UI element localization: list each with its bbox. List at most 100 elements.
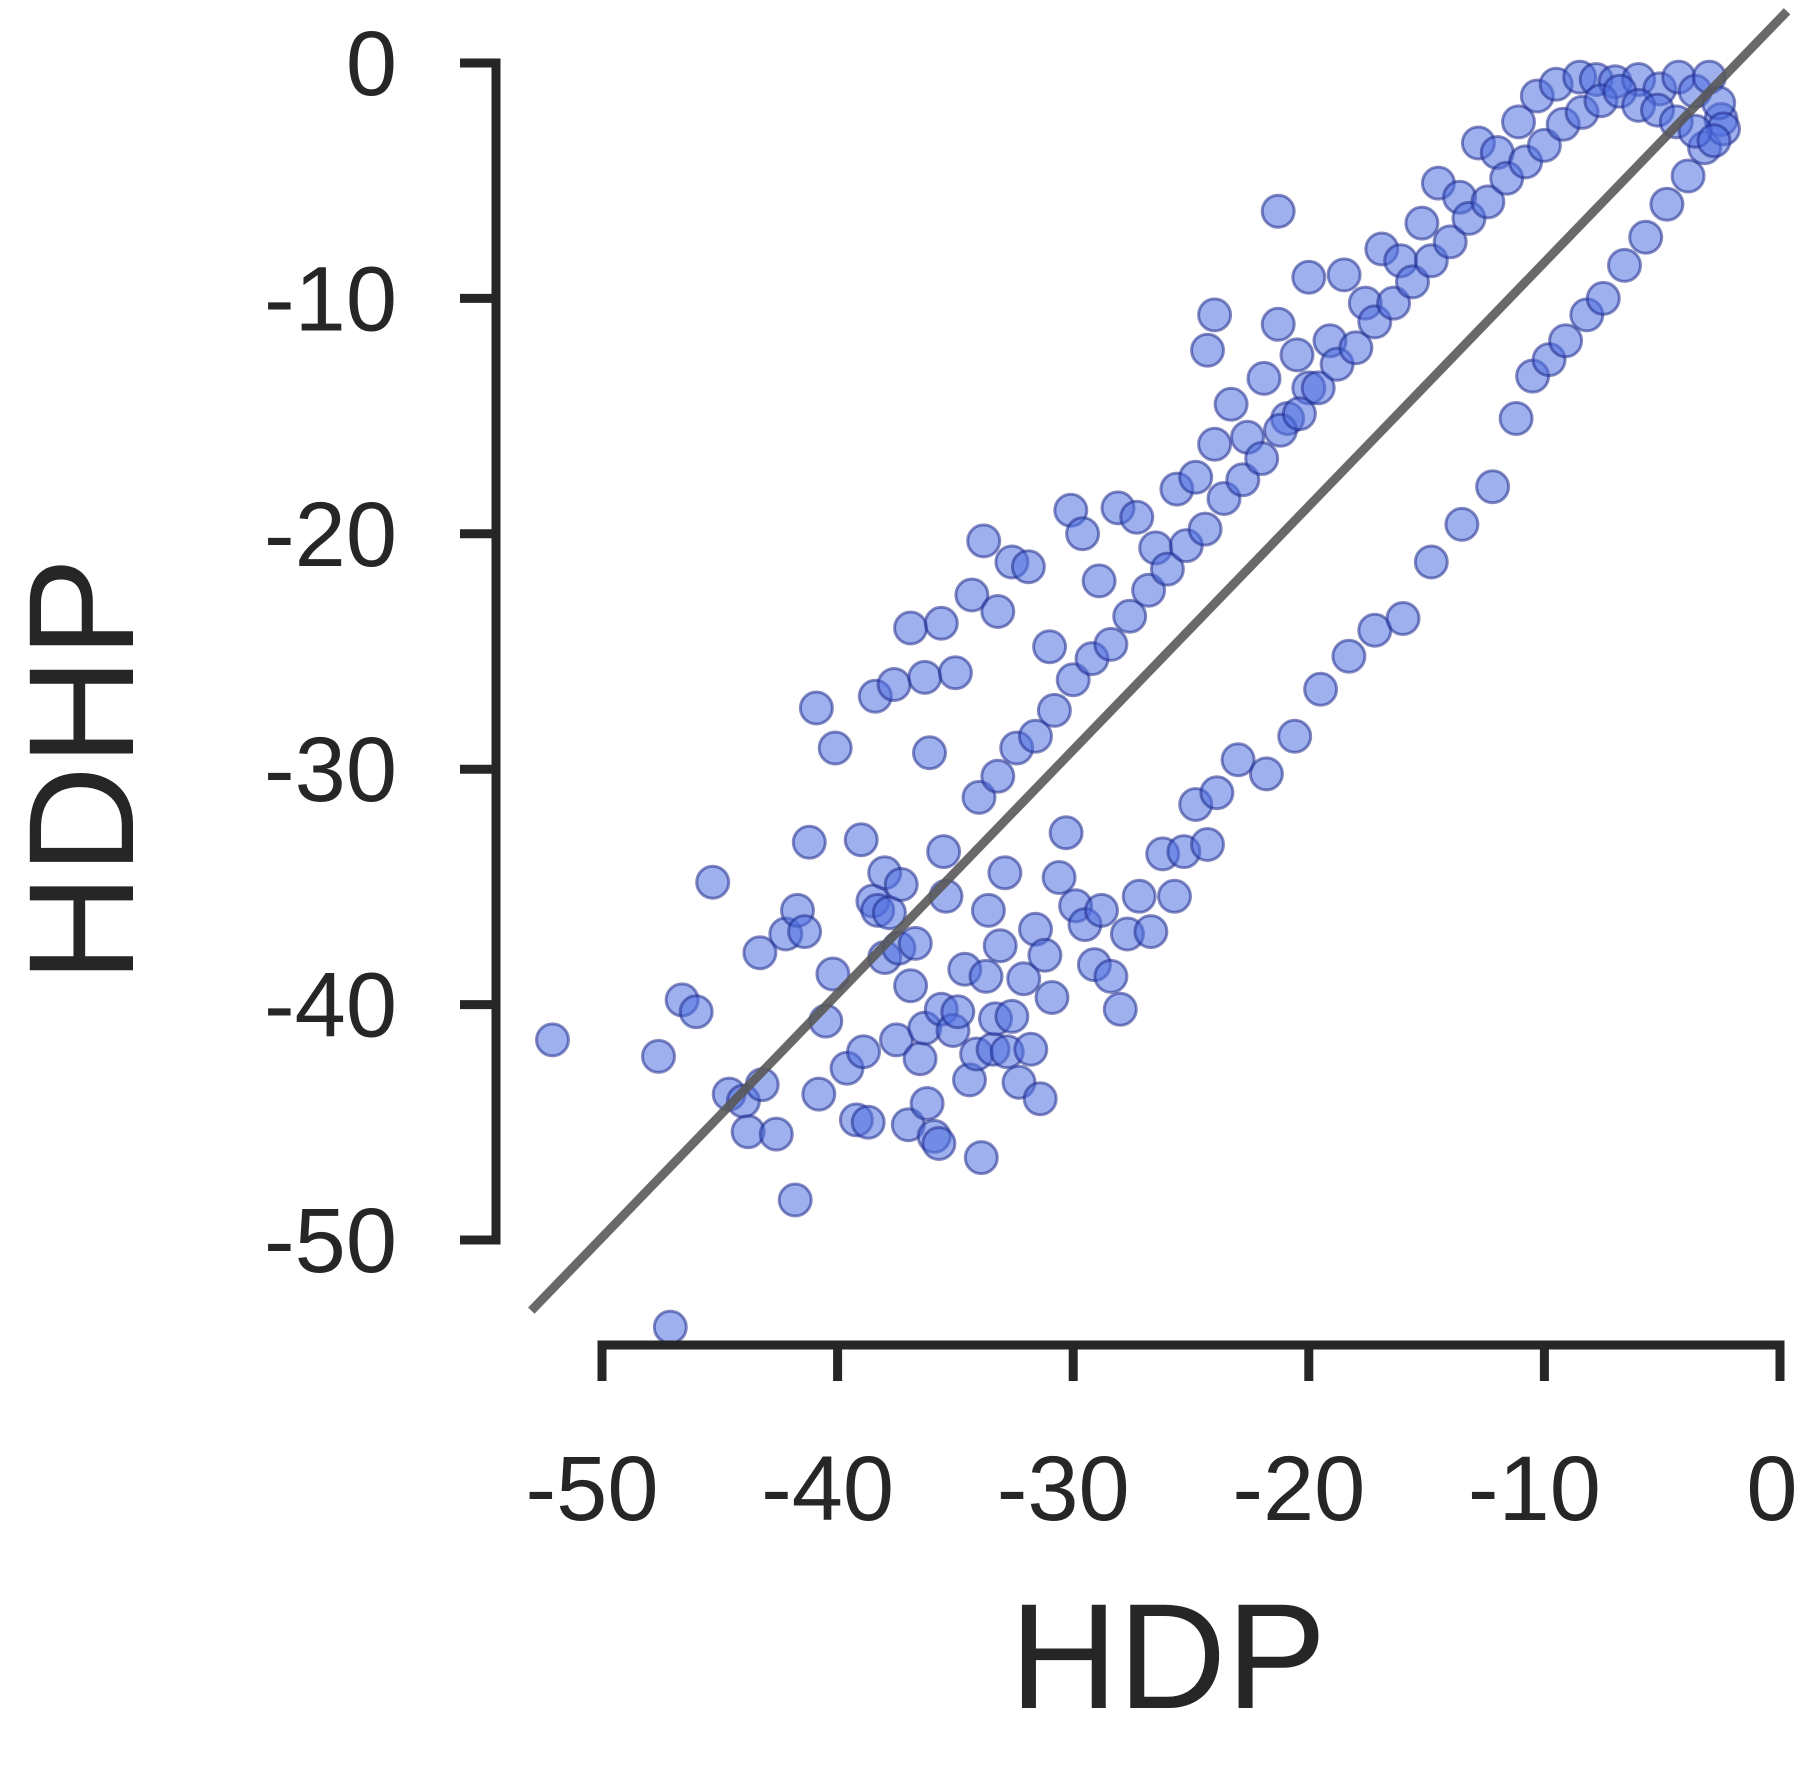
- y-tick-label: -20: [264, 484, 397, 586]
- y-tick-label: 0: [346, 13, 397, 115]
- scatter-point: [893, 610, 929, 646]
- scatter-point: [968, 958, 1004, 994]
- scatter-points: [535, 59, 1741, 1345]
- scatter-point: [1628, 219, 1664, 255]
- scatter-point: [893, 968, 929, 1004]
- x-axis-ticks: -50 -40 -30 -20 -10 0: [526, 1345, 1798, 1540]
- scatter-point: [843, 822, 879, 858]
- scatter-point: [1178, 459, 1214, 495]
- scatter-point: [940, 994, 976, 1030]
- scatter-point: [787, 914, 823, 950]
- scatter-point: [1331, 638, 1367, 674]
- scatter-point: [1013, 1031, 1049, 1067]
- scatter-point: [1585, 280, 1621, 316]
- scatter-point: [1093, 626, 1129, 662]
- x-tick-label: -20: [1232, 1438, 1365, 1540]
- scatter-point: [923, 605, 959, 641]
- scatter-point: [926, 834, 962, 870]
- scatter-point: [758, 1116, 794, 1152]
- y-tick-label: -10: [264, 248, 397, 350]
- x-tick-label: -10: [1468, 1438, 1601, 1540]
- scatter-point: [970, 892, 1006, 928]
- scatter-point: [1022, 1081, 1058, 1117]
- scatter-point: [982, 928, 1018, 964]
- scatter-point: [1018, 718, 1053, 754]
- x-axis: -50 -40 -30 -20 -10 0: [526, 1340, 1798, 1540]
- scatter-point: [912, 735, 947, 771]
- scatter-point: [535, 1022, 570, 1058]
- scatter-point: [846, 1034, 881, 1070]
- scatter-point: [1470, 184, 1506, 220]
- scatter-point: [1303, 671, 1339, 707]
- scatter-point: [1248, 756, 1284, 792]
- scatter-point: [1121, 878, 1157, 914]
- scatter-point: [1649, 186, 1685, 222]
- scatter-point: [817, 730, 853, 766]
- scatter-point: [1260, 306, 1296, 342]
- scatter-point: [1444, 506, 1480, 542]
- scatter-point: [1213, 386, 1249, 422]
- scatter-point: [1246, 360, 1282, 396]
- scatter-point: [954, 577, 990, 613]
- scatter-point: [1244, 441, 1280, 476]
- scatter-point: [1385, 601, 1421, 636]
- scatter-point: [1190, 827, 1225, 862]
- scatter-point: [1548, 323, 1584, 359]
- scatter-point: [1475, 469, 1511, 505]
- scatter-point: [883, 867, 919, 902]
- scatter-point: [1065, 516, 1101, 552]
- scatter-point: [980, 594, 1016, 629]
- scatter-point: [1010, 549, 1046, 585]
- scatter-point: [1149, 551, 1185, 587]
- x-tick-label: 0: [1746, 1438, 1797, 1540]
- scatter-point: [801, 1076, 837, 1112]
- scatter-point: [1006, 961, 1042, 997]
- scatter-point: [987, 855, 1023, 891]
- scatter-point: [921, 1126, 957, 1161]
- scatter-point: [963, 1140, 999, 1176]
- x-tick-label: -30: [997, 1438, 1130, 1540]
- scatter-point: [1260, 193, 1296, 229]
- y-axis-ticks: 0 -10 -20 -30 -40 -50: [264, 13, 496, 1292]
- scatter-point: [1112, 598, 1148, 634]
- scatter-point: [798, 690, 834, 726]
- scatter-point: [1102, 991, 1138, 1027]
- scatter-point: [1187, 511, 1223, 547]
- scatter-point: [1157, 878, 1192, 914]
- scatter-point: [1220, 742, 1256, 778]
- y-axis-title: HDHP: [0, 557, 165, 982]
- scatter-point: [907, 659, 943, 695]
- identity-reference-line: [528, 8, 1791, 1314]
- scatter-point: [994, 998, 1030, 1034]
- scatter-point: [1032, 629, 1068, 665]
- scatter-point: [1048, 815, 1084, 851]
- scatter-point: [937, 655, 973, 691]
- scatter-point: [777, 1182, 813, 1218]
- scatter-point: [1404, 205, 1440, 241]
- scatter-point: [876, 667, 912, 702]
- scatter-point: [1034, 980, 1070, 1015]
- scatter-point: [1277, 718, 1313, 754]
- y-tick-label: -40: [264, 955, 397, 1057]
- scatter-point: [1081, 563, 1117, 599]
- scatter-point: [791, 824, 827, 860]
- scatter-point: [815, 956, 851, 992]
- scatter-point: [1300, 370, 1336, 406]
- scatter-point: [678, 994, 714, 1030]
- y-tick-label: -30: [264, 719, 397, 821]
- scatter-point: [641, 1038, 676, 1074]
- scatter-point: [1338, 330, 1374, 366]
- y-axis: 0 -10 -20 -30 -40 -50: [264, 13, 501, 1292]
- x-tick-label: -50: [526, 1438, 659, 1540]
- x-tick-label: -40: [761, 1438, 894, 1540]
- scatter-point: [1607, 247, 1642, 283]
- scatter-point: [1197, 297, 1233, 333]
- scatter-point: [1041, 860, 1077, 895]
- scatter-point: [742, 935, 778, 971]
- scatter-point: [1027, 937, 1063, 973]
- scatter-point: [1326, 257, 1362, 293]
- scatter-point: [909, 1086, 945, 1121]
- scatter-point: [1084, 892, 1119, 928]
- scatter-point: [1281, 396, 1317, 432]
